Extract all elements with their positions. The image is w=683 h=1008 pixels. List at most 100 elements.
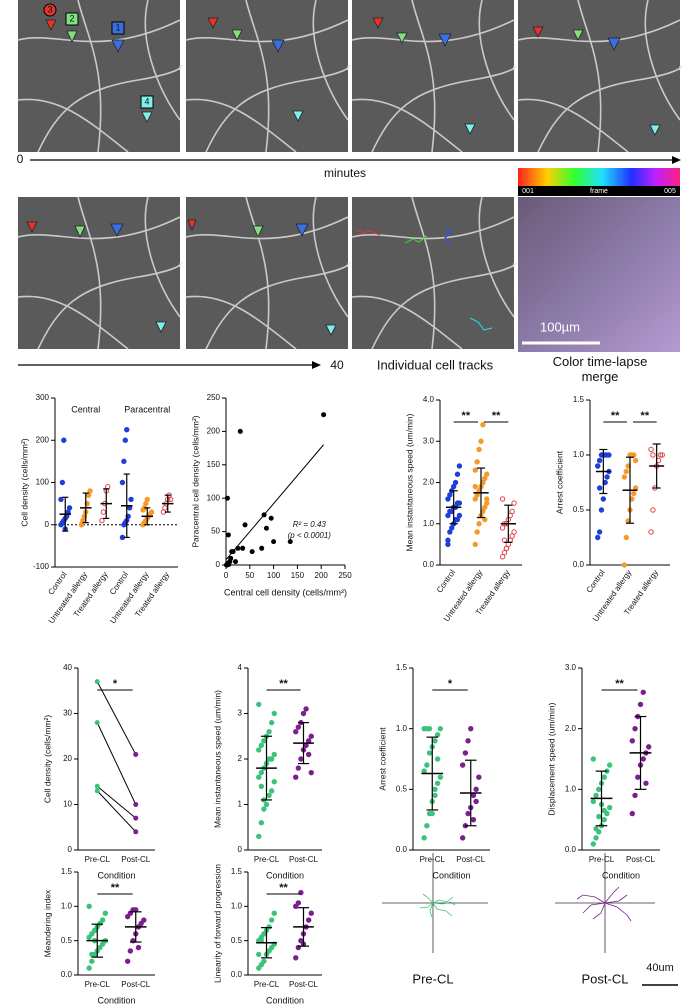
x-tick-label: 150 [291,571,305,580]
point [293,774,299,780]
x-tick-label: Pre-CL [85,855,111,864]
significance-label: * [113,678,118,690]
point [224,495,230,501]
y-tick-label: 1.5 [61,867,73,876]
point [473,798,479,805]
point [266,792,272,799]
point [456,512,463,519]
y-tick-label: 1.0 [231,901,243,910]
timeline-label: minutes [324,166,366,180]
point [648,446,654,453]
x-tick-label: Pre-CL [254,980,280,989]
point [100,509,107,515]
point [432,738,438,744]
point [99,941,106,947]
point [590,798,597,805]
y-tick-label: 0.5 [61,936,73,945]
pair-line [96,790,137,833]
point [456,463,463,469]
point [268,719,275,726]
y-tick-label: 1.0 [61,901,73,910]
point [119,479,126,486]
significance-label: ** [611,410,620,422]
y-tick-label: 3.0 [565,663,577,672]
point [595,463,601,469]
y-tick-label: 100 [36,478,50,487]
y-tick-label: 200 [207,427,221,436]
group-label: Paracentral [124,404,170,414]
y-tick-label: 1.0 [565,784,577,793]
point [89,958,95,964]
point [600,496,607,502]
y-tick-label: 1 [238,800,243,809]
significance-label: * [448,678,453,690]
x-tick-label: Post-CL [456,855,485,864]
cell-label: 4 [144,96,149,106]
y-tick-label: 4.0 [423,395,435,404]
point [86,965,92,971]
point [596,485,603,491]
y-tick-label: 200 [36,435,50,444]
point [511,529,517,535]
x-axis-title: Condition [602,870,640,880]
point [308,733,314,739]
point [268,788,275,794]
point [135,944,142,951]
cell-label: 1 [115,22,120,32]
x-tick-label: 250 [338,571,352,580]
x-tick-label: Post-CL [289,855,318,864]
y-tick-label: -100 [33,562,50,571]
annotation: (p < 0.0001) [288,531,332,540]
point [449,525,455,531]
x-tick-label: 100 [267,571,281,580]
point [472,496,478,502]
x-axis-title: Condition [97,995,135,1005]
significance-label: ** [492,410,501,422]
point [593,835,599,841]
y-tick-label: 0 [45,520,50,529]
y-axis-title: Arrest coefficient [377,727,387,791]
point [632,457,639,464]
y-tick-label: 4 [238,663,243,672]
point [141,917,147,923]
point [621,562,628,568]
point [459,762,466,768]
point [295,765,302,771]
point [596,813,602,820]
point [59,479,66,486]
point [87,488,93,494]
point [293,955,299,961]
y-tick-label: 1.0 [573,450,585,459]
point [432,792,438,799]
caption: Color time-lapse merge [552,354,648,384]
point [472,467,478,473]
point [426,750,433,756]
y-tick-label: 20 [63,754,72,763]
y-tick-label: 0.0 [565,845,577,854]
point [124,913,131,920]
point [484,471,490,477]
track-label: Pre-CL [412,971,453,986]
point [124,426,130,433]
point [631,452,637,458]
point [623,468,629,475]
point [298,756,304,762]
x-tick-label: 200 [315,571,329,580]
y-tick-label: 30 [63,709,72,718]
point [256,774,262,780]
micrograph [17,196,183,350]
point [122,437,129,443]
point [590,841,597,847]
y-tick-label: 250 [207,393,221,402]
x-tick-label: Post-CL [626,855,655,864]
point [501,549,508,556]
colorbar-label: frame [590,188,608,195]
y-tick-label: 1.0 [423,519,435,528]
pair-line [96,722,137,805]
point [89,951,95,958]
point [128,496,134,503]
y-tick-label: 0.5 [231,936,243,945]
point [447,492,453,498]
point [437,774,444,780]
point [450,483,457,490]
